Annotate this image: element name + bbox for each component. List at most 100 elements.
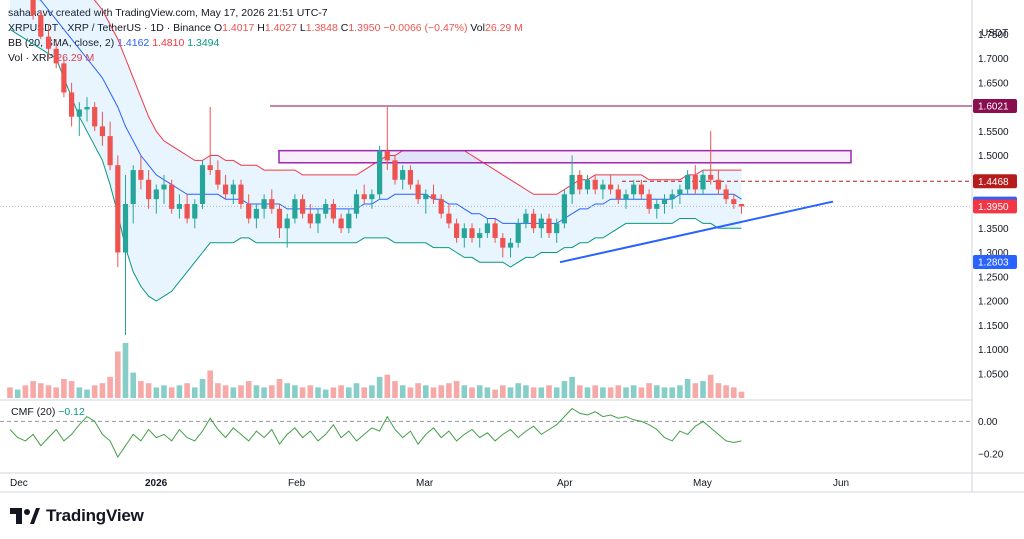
volume-bar [215, 383, 221, 398]
candle-body [122, 204, 129, 253]
close-label: C [340, 22, 349, 34]
volume-bar [261, 387, 267, 398]
candle-body [207, 165, 213, 171]
bb-upper-value: 1.4162 [117, 37, 150, 49]
volume-bar [469, 387, 475, 398]
volume-bar [607, 387, 614, 398]
volume-bar [176, 385, 183, 398]
volume-indicator-label: Vol · XRP [8, 52, 54, 64]
candle-body [69, 92, 75, 117]
volume-bar [276, 378, 283, 398]
tradingview-logo[interactable]: TradingView [10, 506, 144, 526]
close-value: 1.3950 [348, 22, 381, 34]
volume-bar [115, 351, 121, 398]
volume-bar [546, 385, 552, 398]
candle-body [592, 179, 598, 190]
candle-body [384, 150, 390, 161]
candle-body [715, 179, 721, 190]
cmf-line [9, 407, 742, 458]
volume-bar [677, 385, 683, 398]
volume-bar [700, 381, 706, 398]
candle-body [731, 199, 737, 204]
currency-label: USDT [981, 28, 1008, 39]
candle-body [215, 170, 221, 185]
bb-basis-value: 1.4810 [152, 37, 185, 49]
candle-body [484, 223, 490, 234]
candle-body [569, 174, 575, 195]
volume-bar [353, 383, 360, 398]
time-tick-label: 2026 [145, 478, 168, 489]
candle-body [253, 208, 259, 219]
volume-bar [654, 385, 660, 398]
volume-bar [399, 385, 406, 398]
price-tick-label: 1.7000 [978, 54, 1009, 65]
candle-body [30, 0, 36, 15]
candle-body [554, 223, 560, 234]
volume-bar [45, 385, 52, 398]
candle-body [669, 194, 675, 200]
volume-bar [446, 383, 452, 398]
author-line: sahanavv created with TradingView.com, M… [8, 7, 328, 19]
price-tick-label: 1.5000 [978, 151, 1009, 162]
volume-bar [630, 385, 637, 398]
candle-body [292, 199, 298, 219]
volume-bar [684, 378, 691, 398]
volume-bar [476, 385, 483, 398]
volume-bar [592, 385, 598, 398]
volume-bar [361, 387, 367, 398]
volume-bar [168, 387, 175, 398]
symbol-label: XRPUSDT · XRP / TetherUS · 1D · Binance [8, 22, 212, 34]
candle-body [708, 174, 714, 180]
volume-bar [461, 385, 468, 398]
candle-body [492, 223, 498, 238]
price-badge [973, 98, 1017, 113]
volume-bar [138, 381, 144, 398]
candle-body [307, 213, 313, 224]
candle-body [430, 194, 437, 200]
volume-bar [523, 385, 529, 398]
volume-bar [723, 385, 729, 398]
candle-body [107, 136, 113, 166]
candle-body [353, 194, 360, 214]
candle-body [415, 184, 421, 200]
volume-bar [738, 391, 745, 398]
volume-bar [661, 387, 668, 398]
candle-body [161, 184, 167, 190]
ascending-trendline [559, 200, 834, 264]
cmf-label: CMF (20) [11, 406, 56, 418]
candle-body [600, 184, 606, 190]
volume-bar [230, 387, 237, 398]
volume-bar [7, 387, 13, 398]
volume-bar [91, 385, 98, 398]
volume-bar [284, 383, 290, 398]
candle-body [723, 189, 729, 200]
volume-bar [600, 387, 606, 398]
candle-body [246, 204, 252, 219]
candle-body [300, 199, 306, 214]
volume-bar [584, 387, 591, 398]
candle-body [361, 194, 367, 200]
time-tick-label: Feb [288, 478, 306, 489]
volume-bar [707, 374, 714, 398]
cmf-legend: CMF (20) −0.12 [11, 406, 85, 418]
volume-bar [161, 385, 167, 398]
volume-bar [569, 376, 575, 398]
candle-body [561, 194, 567, 224]
candle-body [76, 109, 82, 117]
candle-body [115, 165, 121, 253]
candle-body [138, 170, 144, 180]
candle-body [577, 174, 583, 190]
price-tick-label: 1.7500 [978, 30, 1009, 41]
candle-body [692, 174, 698, 190]
price-tick-label: 1.1500 [978, 321, 1009, 332]
candle-body [130, 170, 136, 204]
supply-zone [278, 149, 852, 164]
candle-body [615, 189, 621, 200]
bb-lower-line [9, 28, 742, 302]
volume-bar [307, 385, 314, 398]
volume-bar [669, 387, 675, 398]
volume-bar [615, 385, 622, 398]
candle-body [315, 213, 321, 224]
volume-bar [369, 385, 375, 398]
